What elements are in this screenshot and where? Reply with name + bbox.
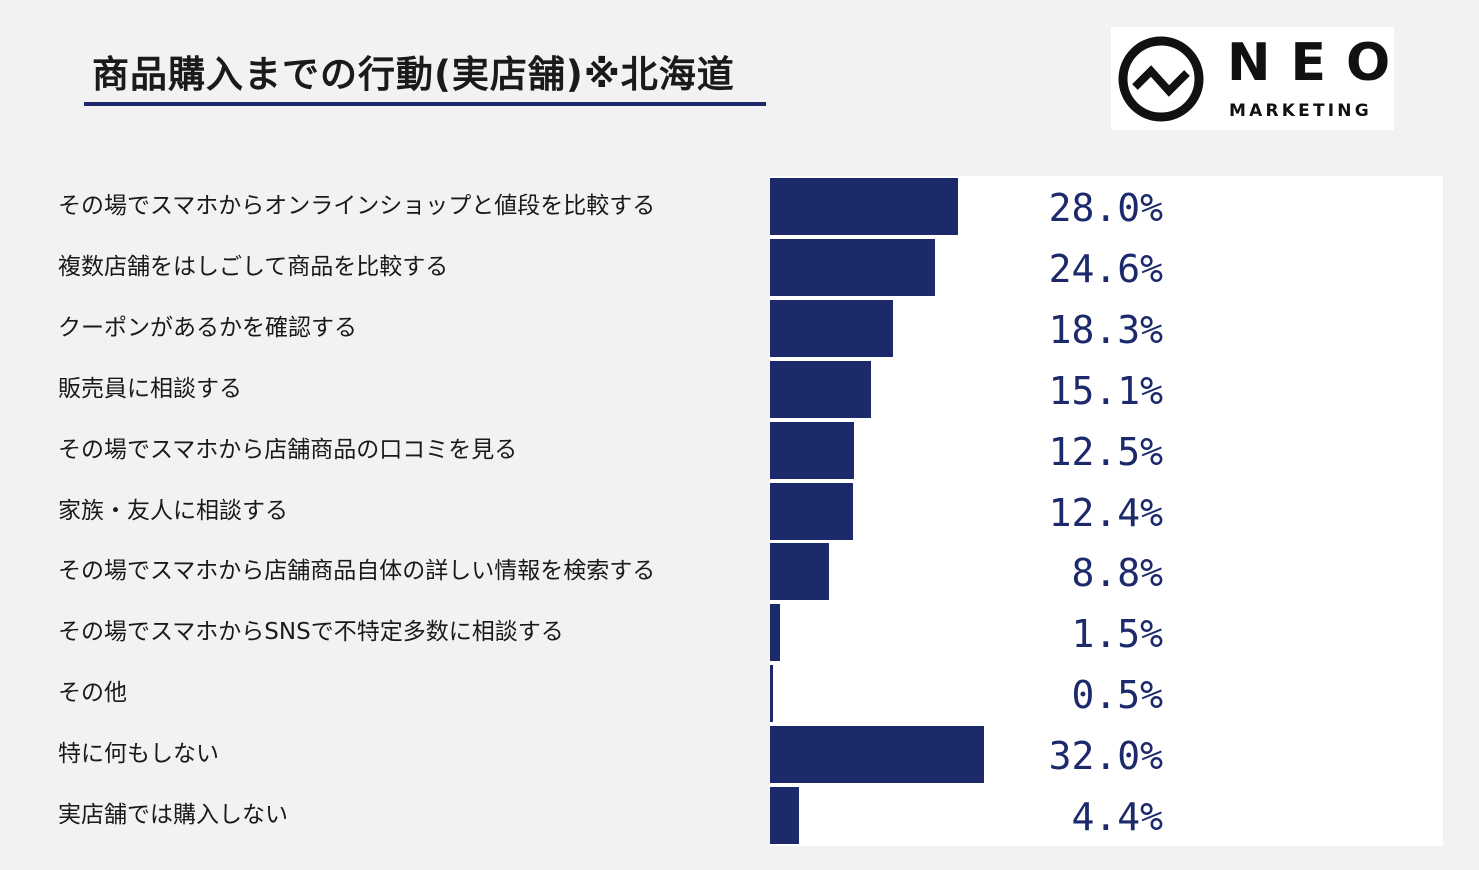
neo-marketing-logo: NEO MARKETING (1111, 27, 1394, 130)
value-label: 12.4% (1048, 491, 1163, 535)
bar (770, 239, 935, 296)
bar (770, 604, 781, 661)
category-label: 販売員に相談する (58, 376, 242, 402)
value-label: 0.5% (1071, 673, 1163, 717)
bar (770, 787, 800, 844)
value-label: 1.5% (1071, 612, 1163, 656)
logo-wordmark: NEO (1227, 33, 1411, 93)
bar (770, 543, 829, 600)
page-title: 商品購入までの行動(実店舗)※北海道 (92, 53, 735, 96)
value-label: 24.6% (1048, 247, 1163, 291)
value-label: 32.0% (1048, 734, 1163, 778)
bar (770, 361, 872, 418)
category-label: その場でスマホからオンラインショップと値段を比較する (58, 193, 656, 219)
category-label: 実店舗では購入しない (58, 802, 288, 828)
category-label: その場でスマホからSNSで不特定多数に相談する (58, 619, 564, 645)
bar (770, 422, 854, 479)
category-label: 複数店舗をはしごして商品を比較する (58, 254, 449, 280)
logo-subtitle: MARKETING (1229, 101, 1372, 121)
bar (770, 726, 985, 783)
category-label: クーポンがあるかを確認する (58, 315, 357, 341)
bar (770, 178, 958, 235)
category-label: 特に何もしない (58, 741, 219, 767)
category-label: 家族・友人に相談する (58, 498, 288, 524)
category-label: その他 (58, 680, 127, 706)
logo-circle-icon (1118, 36, 1204, 122)
category-label: その場でスマホから店舗商品の口コミを見る (58, 437, 518, 463)
bar (770, 665, 774, 722)
title-underline (84, 102, 766, 106)
value-label: 15.1% (1048, 369, 1163, 413)
category-label: その場でスマホから店舗商品自体の詳しい情報を検索する (58, 558, 656, 584)
value-label: 18.3% (1048, 308, 1163, 352)
value-label: 28.0% (1048, 186, 1163, 230)
value-label: 8.8% (1071, 551, 1163, 595)
value-label: 4.4% (1071, 795, 1163, 839)
bar (770, 300, 893, 357)
bar (770, 483, 854, 540)
value-label: 12.5% (1048, 430, 1163, 474)
